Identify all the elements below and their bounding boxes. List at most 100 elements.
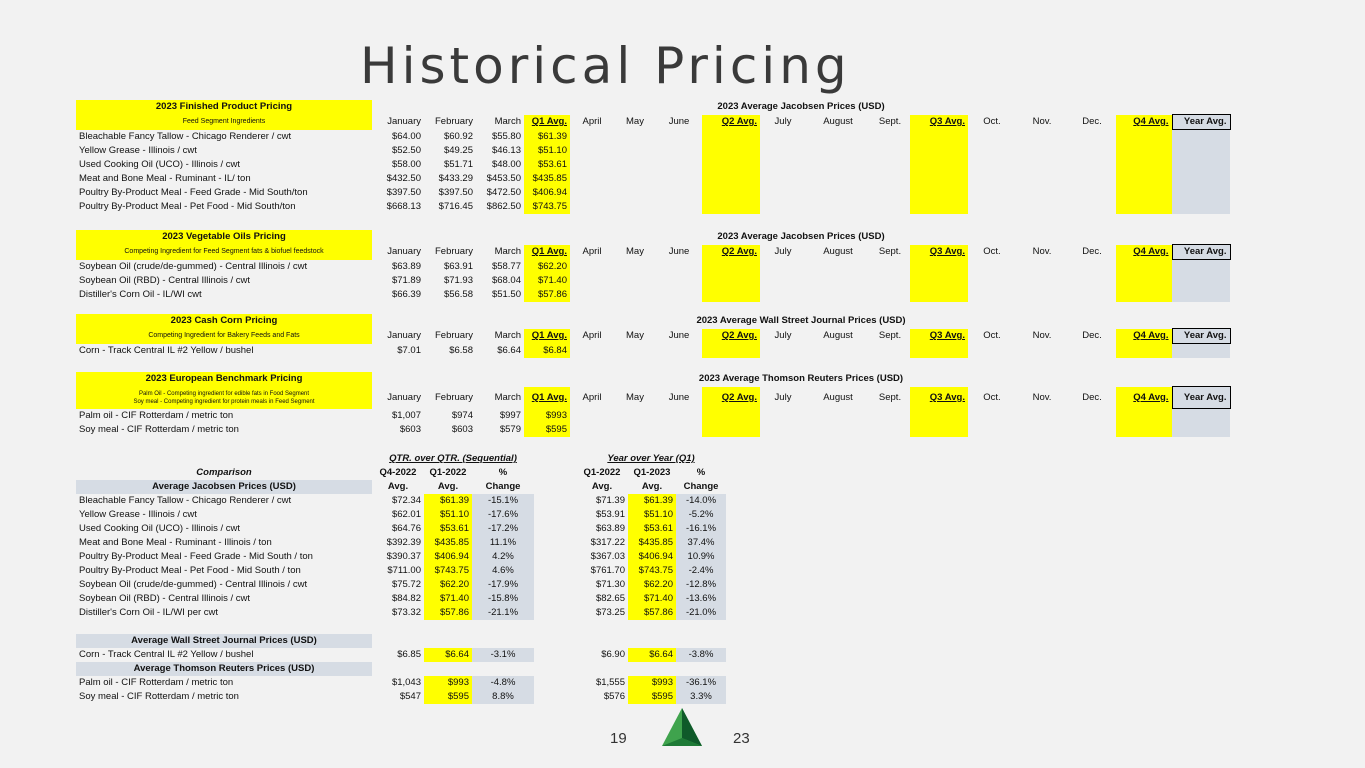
empty-cell (870, 130, 910, 145)
empty-cell (614, 260, 656, 275)
q1-2022-avg: $82.65 (595, 593, 625, 604)
empty-cell (656, 200, 702, 214)
row-label: Yellow Grease - Illinois / cwt (79, 145, 197, 156)
empty-cell (870, 423, 910, 437)
month-header: Oct. (983, 391, 1001, 403)
empty-cell (1172, 343, 1230, 358)
q1-2023-avg: $993 (628, 676, 676, 690)
qoq-change: 4.2% (472, 550, 534, 564)
qoq-change: -17.9% (472, 578, 534, 592)
spacer (534, 676, 576, 690)
value-mar: $862.50 (486, 201, 521, 212)
group-header: Average Wall Street Journal Prices (USD) (76, 634, 372, 648)
empty-cell (1068, 158, 1116, 172)
empty-cell (910, 186, 968, 200)
pricing-table: 2023 Vegetable Oils Pricing 2023 Average … (76, 230, 1231, 302)
month-header: Dec. (1082, 246, 1102, 257)
empty-cell (1016, 158, 1068, 172)
q4-2022-avg: $711.00 (387, 565, 421, 576)
month-header: Nov. (1032, 116, 1052, 127)
empty-cell (656, 344, 702, 359)
empty-cell (870, 288, 910, 302)
value-feb: $71.93 (443, 275, 473, 286)
spacer (676, 662, 726, 676)
pricing-table-2: 2023 Cash Corn Pricing 2023 Average Wall … (76, 314, 1231, 358)
empty-cell (1016, 274, 1068, 288)
table-row: Yellow Grease - Illinois / cwt $52.50 $49.… (76, 144, 1230, 158)
empty-cell (968, 158, 1016, 172)
spacer (676, 620, 726, 634)
month-header: Sept. (878, 330, 902, 341)
row-label: Meat and Bone Meal - Ruminant - Illinois… (79, 537, 272, 548)
section-subtitle: Competing Ingredient for Feed Segment fa… (76, 244, 372, 260)
table-row: Distiller's Corn Oil - IL/WI per cwt $73.… (76, 606, 726, 620)
empty-cell (1068, 144, 1116, 158)
row-label: Soy meal - CIF Rotterdam / metric ton (79, 691, 239, 702)
empty-cell (968, 423, 1016, 437)
value-feb: $716.45 (438, 201, 473, 212)
row-label: Bleachable Fancy Tallow - Chicago Render… (79, 130, 292, 142)
empty-cell (910, 144, 968, 158)
value-q1-avg: $406.94 (524, 186, 570, 200)
pricing-table-3: 2023 European Benchmark Pricing 2023 Aver… (76, 372, 1231, 437)
value-mar: $68.04 (491, 275, 521, 286)
table-row: Soybean Oil (RBD) - Central Illinois / c… (76, 592, 726, 606)
empty-cell (968, 200, 1016, 214)
empty-cell (760, 130, 806, 145)
table-row: Soybean Oil (crude/de-gummed) - Central … (76, 578, 726, 592)
spacer (628, 662, 676, 676)
month-header: Year Avg. (1171, 386, 1231, 409)
value-mar: $453.50 (486, 173, 521, 184)
month-header: Year Avg. (1171, 328, 1231, 344)
value-mar: $58.77 (491, 260, 521, 272)
empty-cell (1016, 172, 1068, 186)
spacer (576, 620, 628, 634)
empty-cell (870, 274, 910, 288)
month-header: Dec. (1082, 116, 1102, 127)
q1-2022-avg: $1,555 (595, 677, 625, 688)
yoy-change: -5.2% (676, 508, 726, 522)
month-header: April (582, 391, 602, 403)
qoq-change: 8.8% (472, 690, 534, 704)
q4-2022-avg: $84.82 (391, 593, 421, 604)
spacer (534, 620, 576, 634)
empty-cell (910, 423, 968, 437)
month-header: Year Avg. (1171, 244, 1231, 260)
empty-cell (760, 200, 806, 214)
row-label: Soybean Oil (crude/de-gummed) - Central … (79, 260, 308, 272)
month-header: Year Avg. (1171, 114, 1231, 130)
empty-cell (760, 144, 806, 158)
value-q1-avg: $62.20 (524, 259, 570, 274)
table-row: Soy meal - CIF Rotterdam / metric ton $54… (76, 690, 726, 704)
q1-avg: $743.75 (424, 564, 472, 578)
yoy-change: 37.4% (676, 536, 726, 550)
empty-cell (968, 260, 1016, 275)
spacer (628, 634, 676, 648)
value-mar: $51.50 (491, 289, 521, 300)
empty-cell (910, 408, 968, 423)
month-header: June (668, 330, 690, 341)
month-header: Q2 Avg. (702, 386, 760, 409)
pricing-table: 2023 Finished Product Pricing 2023 Averag… (76, 100, 1231, 214)
footer-page-left: 19 (610, 730, 627, 747)
q4-2022-avg: $390.37 (386, 551, 421, 562)
q1-2022-avg: $576 (603, 691, 625, 702)
row-label: Bleachable Fancy Tallow - Chicago Render… (79, 495, 292, 506)
empty-cell (570, 130, 614, 145)
empty-cell (1116, 144, 1172, 158)
empty-cell (1116, 172, 1172, 186)
empty-cell (1068, 200, 1116, 214)
value-q1-avg: $743.75 (524, 200, 570, 214)
value-feb: $974 (451, 409, 473, 421)
empty-cell (1116, 343, 1172, 358)
empty-cell (614, 423, 656, 437)
q1-2022-avg: $73.25 (595, 607, 625, 618)
pricing-table: 2023 Cash Corn Pricing 2023 Average Wall … (76, 314, 1231, 358)
table-row: Poultry By-Product Meal - Pet Food - Mid… (76, 200, 1230, 214)
spacer (472, 662, 534, 676)
empty-cell (910, 200, 968, 214)
value-feb: $56.58 (443, 289, 473, 300)
month-header: Q1 Avg. (524, 114, 570, 130)
spacer (534, 480, 576, 494)
yoy-change: -12.8% (676, 578, 726, 592)
